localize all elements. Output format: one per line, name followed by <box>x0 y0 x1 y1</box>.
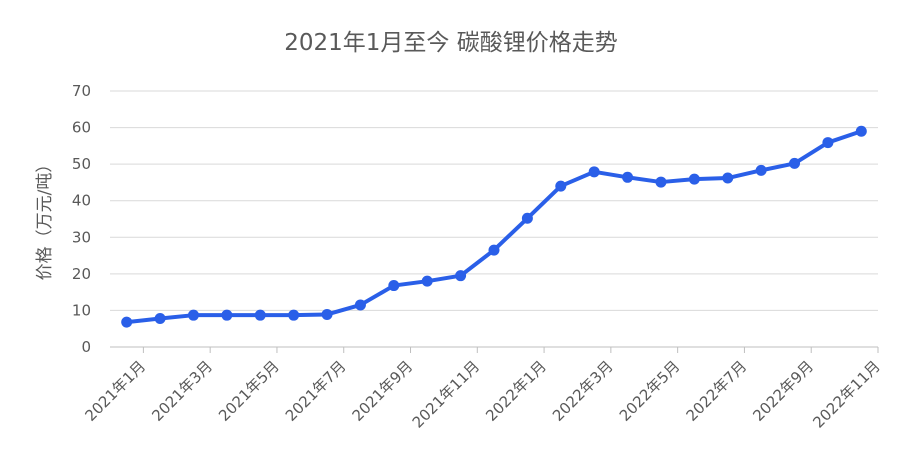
data-point <box>588 166 600 178</box>
data-point <box>254 309 266 321</box>
data-point <box>154 312 166 324</box>
data-point <box>555 180 567 192</box>
x-tick-label: 2021年7月 <box>282 357 350 425</box>
x-tick-label: 2021年1月 <box>82 357 150 425</box>
y-tick-label: 30 <box>72 228 91 246</box>
x-axis-ticks: 2021年1月 2021年3月 2021年5月 2021年7月 2021年9月2021年… <box>82 347 884 432</box>
data-point <box>221 309 233 321</box>
x-tick-label: 2022年7月 <box>683 357 751 425</box>
data-point <box>421 275 433 287</box>
data-point <box>855 125 867 137</box>
data-point <box>121 316 133 328</box>
data-point <box>655 176 667 188</box>
y-tick-label: 10 <box>72 301 91 319</box>
data-point <box>622 171 634 183</box>
y-tick-label: 60 <box>72 119 91 137</box>
data-point <box>688 173 700 185</box>
data-point <box>755 164 767 176</box>
y-tick-label: 40 <box>72 192 91 210</box>
x-tick-label: 2022年11月 <box>809 357 883 431</box>
data-point <box>488 244 500 256</box>
x-tick-label: 2021年5月 <box>215 357 283 425</box>
data-point <box>789 157 801 169</box>
data-point <box>455 270 467 282</box>
y-axis-ticks: 0 10 20 30 40 50 60 70 <box>72 82 91 356</box>
data-point <box>822 137 834 149</box>
y-axis-label: 价格（万元/吨） <box>35 156 55 281</box>
x-tick-label: 2022年3月 <box>549 357 617 425</box>
gridlines <box>110 90 878 348</box>
x-tick-label: 2021年3月 <box>148 357 216 425</box>
data-point <box>722 172 734 184</box>
x-tick-label: 2021年11月 <box>409 357 483 431</box>
y-tick-label: 50 <box>72 155 91 173</box>
x-tick-label: 2022年9月 <box>749 357 817 425</box>
x-tick-label: 2022年1月 <box>482 357 550 425</box>
y-tick-label: 20 <box>72 265 91 283</box>
series-layer <box>121 125 867 328</box>
data-point <box>388 280 400 292</box>
y-tick-label: 0 <box>81 338 91 356</box>
y-tick-label: 70 <box>72 82 91 100</box>
data-point <box>288 309 300 321</box>
data-point <box>521 212 533 224</box>
series-line <box>124 129 864 325</box>
data-point <box>321 308 333 320</box>
data-point <box>354 299 366 311</box>
data-point <box>187 309 199 321</box>
chart-title: 2021年1月至今 碳酸锂价格走势 <box>284 30 617 56</box>
x-tick-label: 2022年5月 <box>616 357 684 425</box>
x-tick-label: 2021年9月 <box>349 357 417 425</box>
